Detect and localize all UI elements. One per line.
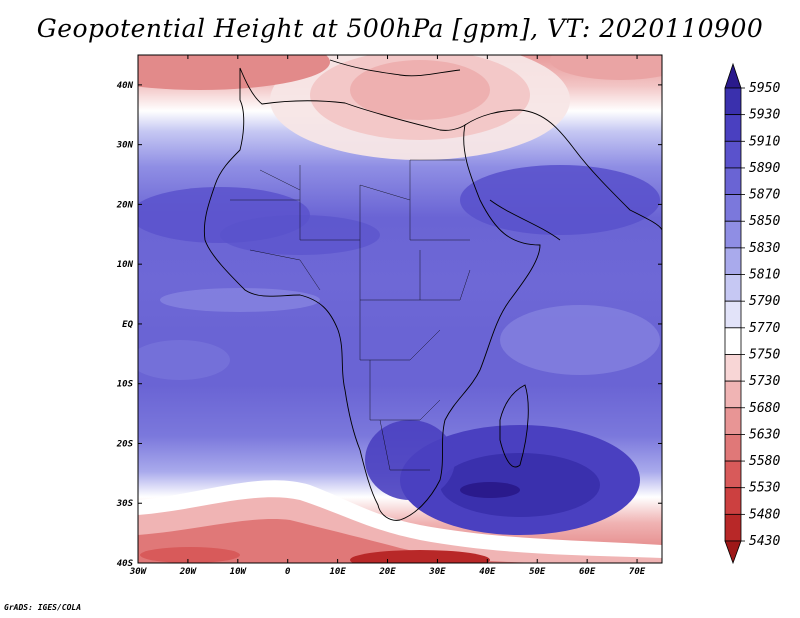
colorbar-bin [724, 460, 742, 489]
colorbar-label: 5890 [749, 161, 780, 176]
colorbar-label: 5870 [749, 188, 780, 203]
colorbar-bin [724, 114, 742, 142]
x-tick-label: 20W [179, 567, 198, 577]
y-tick-label: 40N [117, 81, 134, 91]
colorbar-bin [724, 140, 742, 169]
height-field [138, 55, 662, 563]
colorbar-label: 5770 [749, 321, 780, 336]
y-tick-label: 10S [117, 380, 134, 390]
y-axis: 40N 30N 20N 10N EQ 10S 20S 30S 40S [116, 81, 662, 569]
colorbar-bin [724, 380, 742, 409]
x-axis: 30W 20W 10W 0 10E 20E 30E 40E 50E 60E 70E [129, 55, 646, 577]
grads-credit: GrADS: IGES/COLA [4, 603, 82, 612]
x-tick-label: 40E [479, 567, 496, 577]
colorbar-bin [724, 513, 742, 542]
colorbar-label: 5480 [749, 507, 780, 522]
colorbar-label: 5750 [749, 347, 780, 362]
colorbar-label: 5810 [749, 268, 780, 283]
colorbar-label: 5730 [749, 374, 780, 389]
colorbar-bin [724, 487, 742, 515]
x-tick-label: 60E [579, 567, 596, 577]
colorbar-label: 5930 [749, 108, 780, 123]
colorbar-label: 5910 [749, 134, 780, 149]
y-tick-label: 30S [116, 499, 134, 509]
map-frame [137, 54, 663, 564]
colorbar-bin [724, 220, 742, 249]
colorbar-bin [724, 274, 742, 302]
colorbar-bin [724, 407, 742, 435]
colorbar-bin [724, 194, 742, 222]
map-title: Geopotential Height at 500hPa [gpm], VT:… [36, 14, 764, 43]
x-tick-label: 0 [285, 567, 291, 577]
colorbar-bin [724, 434, 742, 462]
colorbar-bin [724, 87, 742, 116]
colorbar-label: 5950 [749, 81, 780, 96]
colorbar: 5950 5930 5910 5890 5870 5850 5830 5810 5790 5770… [724, 62, 780, 565]
x-tick-label: 10W [230, 567, 248, 577]
y-tick-label: 20S [116, 439, 134, 449]
colorbar-label: 5630 [749, 427, 780, 442]
x-tick-label: 70E [629, 567, 646, 577]
y-tick-label: EQ [122, 320, 133, 330]
country-borders [230, 159, 471, 471]
colorbar-label: 5830 [749, 241, 780, 256]
colorbar-label: 5530 [749, 481, 780, 496]
y-tick-label: 10N [117, 260, 134, 270]
coastlines [203, 59, 662, 521]
y-tick-label: 40S [117, 559, 134, 569]
colorbar-label: 5430 [749, 534, 780, 549]
colorbar-top-triangle [724, 62, 742, 89]
colorbar-label: 5580 [749, 454, 780, 469]
colorbar-bin [724, 167, 742, 195]
colorbar-bin [724, 247, 742, 275]
x-tick-label: 20E [378, 567, 396, 577]
x-tick-label: 30W [129, 567, 148, 577]
x-tick-label: 10E [329, 567, 346, 577]
colorbar-label: 5850 [749, 214, 780, 229]
colorbar-bin [724, 327, 742, 355]
colorbar-bin [724, 354, 742, 382]
x-tick-label: 50E [529, 567, 546, 577]
y-tick-label: 30N [116, 141, 134, 151]
colorbar-bin [724, 300, 742, 329]
colorbar-bottom-triangle [724, 540, 742, 565]
y-tick-label: 20N [116, 200, 134, 210]
colorbar-label: 5680 [749, 401, 780, 416]
colorbar-label: 5790 [749, 294, 780, 309]
x-tick-label: 30E [428, 567, 446, 577]
